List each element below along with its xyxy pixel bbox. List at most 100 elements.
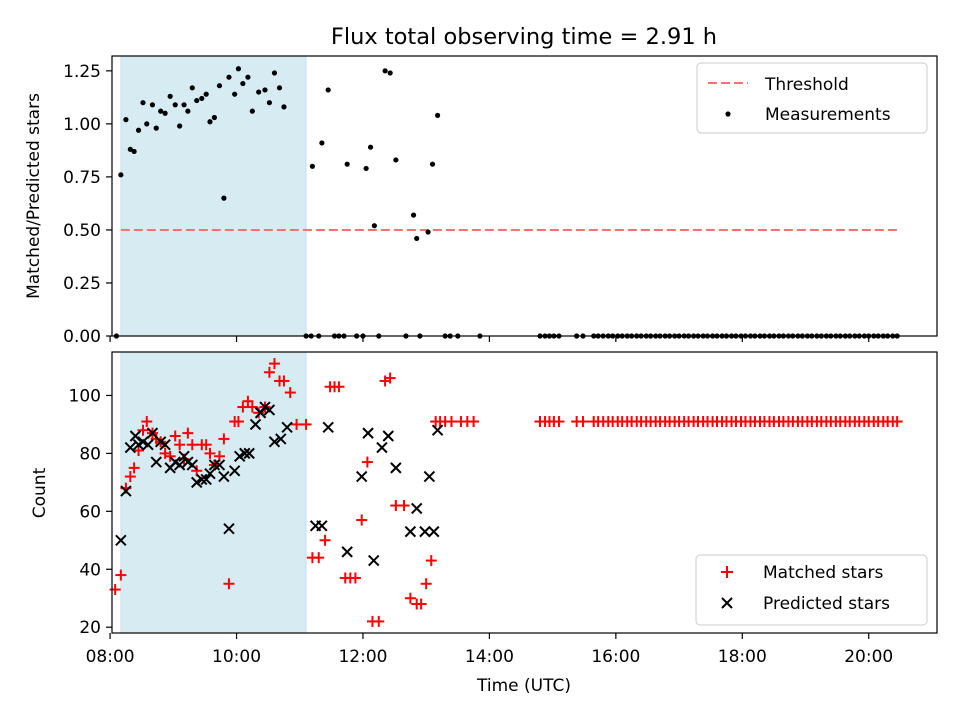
predicted-star-point [268,436,281,448]
predicted-star-point [124,441,137,454]
bottom-x-tick-label: 20:00 [844,647,893,667]
top-y-tick-label: 1.00 [63,115,101,135]
measurement-point [256,89,262,95]
bottom-y-tick-label: 60 [79,502,101,522]
matched-star-point [333,381,345,393]
matched-star-point [246,401,258,413]
measurement-point [414,235,420,242]
predicted-star-point [382,430,394,442]
measurement-point [319,140,325,146]
bottom-y-tick-label: 100 [69,386,101,406]
predicted-legend-label: Predicted stars [763,594,890,614]
bottom-y-ticks: 20 40 60 80 100 [69,386,112,638]
matched-star-point [223,578,235,590]
measurement-point [429,161,436,167]
matched-star-point [169,430,181,442]
predicted-star-point [223,523,235,535]
predicted-star-point [196,473,208,486]
measurement-point [249,108,255,114]
measurement-point [181,102,187,108]
predicted-star-point [431,424,444,436]
matched-star-point [268,358,280,370]
matched-star-point [128,462,140,474]
matched-star-point [204,447,216,459]
matched-star-point [186,439,198,451]
measurement-point [131,148,137,155]
predicted-star-point [322,421,334,434]
matched-star-point [200,439,212,451]
matched-legend-swatch [721,566,733,578]
bottom-plot-frame [111,351,938,634]
measurement-point [262,87,268,93]
predicted-star-point [146,427,159,439]
measurement-point [172,102,178,108]
chart-title: Flux total observing time = 2.91 h [331,24,717,50]
top-y-tick-label: 0.00 [63,327,101,347]
measurement-point [194,97,200,104]
top-plot-frame [111,55,938,337]
predicted-star-point [428,525,440,538]
top-y-ticks: 0.00 0.25 0.50 0.75 1.00 1.25 [63,62,112,347]
matched-star-point [109,584,121,596]
predicted-star-point [249,418,262,431]
bottom-legend: Matched stars Predicted stars [695,554,928,626]
predicted-star-point [275,433,287,445]
top-y-axis-label: Matched/Predicted stars [24,93,44,299]
measurement-point [344,161,350,167]
predicted-star-point [120,485,132,497]
bottom-x-tick-label: 12:00 [338,647,387,667]
predicted-star-point [390,462,402,474]
matched-star-point [361,456,373,468]
matched-legend-label: Matched stars [763,563,883,583]
matched-star-point [356,514,368,526]
measurement-point [276,85,283,91]
measurement-point [162,110,168,116]
matched-star-point [137,424,149,436]
measurement-point [189,85,195,91]
measurement-point [207,119,213,125]
predicted-star-point [411,502,423,515]
predicted-star-point [316,520,328,532]
matched-star-point [237,401,249,413]
matched-star-point [319,534,331,546]
predicted-star-point [243,447,255,460]
predicted-star-point [281,421,293,434]
bottom-y-axis-label: Count [30,467,50,518]
predicted-star-point [404,525,417,538]
predicted-star-point [368,554,380,567]
top-y-tick-label: 0.75 [63,168,101,188]
measurement-point [153,125,159,131]
matched-star-point [468,416,480,428]
bottom-x-ticks: 08:00 10:00 12:00 14:00 16:00 18:00 20:00 [86,633,893,667]
measurement-point [232,91,238,97]
predicted-star-point [159,438,171,451]
matched-star-point [218,433,230,445]
measurement-point [245,74,251,80]
measurement-point [140,100,146,106]
measurement-point [167,93,173,99]
bottom-panel: 20 40 60 80 100 08:00 10:00 12:00 14:00 16:00 18:… [30,351,938,696]
bottom-x-tick-label: 10:00 [212,647,261,667]
top-y-tick-label: 1.25 [63,62,101,82]
top-shaded-span [120,55,307,337]
matched-star-point [242,395,254,407]
predicted-star-point [178,450,190,462]
predicted-star-points [115,401,444,567]
measurement-point [382,68,388,74]
measurement-point [135,127,142,133]
x-axis-label: Time (UTC) [476,676,571,696]
matched-star-point [232,416,244,428]
predicted-star-point [423,470,436,483]
measurement-point [240,80,246,87]
bottom-shaded-span [120,351,307,634]
predicted-star-point [173,459,186,471]
measurement-point [434,112,441,118]
top-y-tick-label: 0.50 [63,221,101,241]
predicted-star-point [150,456,162,468]
bottom-legend-box [695,554,928,626]
measurement-point [235,66,242,72]
bottom-x-tick-label: 14:00 [465,647,514,667]
matched-star-point [278,375,290,387]
predicted-star-point [263,404,276,416]
measurement-point [211,114,218,121]
